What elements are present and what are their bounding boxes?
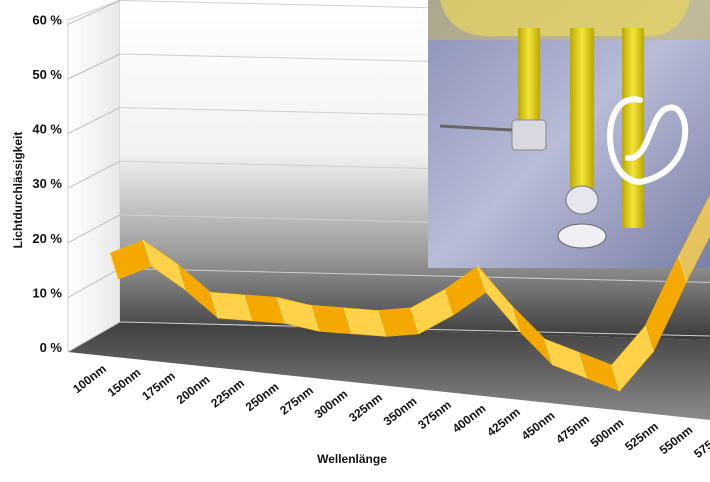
x-tick-label: 400nm	[450, 401, 489, 435]
data-point	[544, 338, 554, 366]
y-tick-label: 10 %	[32, 285, 62, 300]
data-point	[109, 253, 119, 280]
x-tick-label: 325nm	[346, 390, 385, 424]
y-tick-label: 0 %	[40, 340, 63, 355]
x-tick-label: 100nm	[70, 362, 109, 396]
y-tick-label: 20 %	[32, 231, 62, 246]
data-point	[510, 305, 520, 332]
device-photo	[428, 0, 710, 268]
y-tick-label: 50 %	[32, 67, 62, 82]
y-axis-ticks: 0 % 10 % 20 % 30 % 40 % 50 % 60 %	[32, 12, 62, 355]
data-point	[276, 297, 286, 324]
left-wall	[67, 0, 121, 353]
side-gridline	[67, 0, 121, 25]
y-tick-label: 30 %	[32, 176, 62, 191]
side-gridline	[67, 321, 121, 353]
side-gridline	[67, 107, 121, 135]
data-point	[644, 325, 654, 353]
data-point	[611, 364, 621, 392]
x-tick-label: 200nm	[174, 372, 213, 406]
x-tick-label: 525nm	[622, 419, 661, 453]
x-tick-label: 500nm	[588, 416, 627, 450]
y-axis-title: Lichtdurchlässigkeit	[11, 132, 25, 249]
x-tick-label: 375nm	[415, 398, 454, 432]
data-point	[410, 307, 420, 334]
x-tick-label: 550nm	[657, 423, 696, 457]
y-tick-label: 60 %	[32, 12, 62, 27]
x-tick-label: 225nm	[208, 376, 247, 410]
data-point	[209, 292, 219, 319]
data-point	[577, 351, 587, 379]
x-tick-label: 475nm	[553, 412, 592, 446]
data-point	[477, 266, 487, 293]
data-point	[142, 240, 152, 267]
x-tick-label: 300nm	[312, 387, 351, 421]
side-gridline	[67, 214, 121, 244]
side-gridline	[67, 53, 121, 80]
data-point	[443, 289, 453, 316]
x-tick-label: 575nm	[691, 426, 710, 460]
side-gridline	[67, 160, 121, 189]
x-tick-label: 175nm	[139, 369, 178, 403]
x-tick-label: 150nm	[105, 365, 144, 399]
data-point	[678, 255, 688, 282]
x-tick-label: 350nm	[381, 394, 420, 428]
side-gridline	[67, 267, 121, 298]
x-axis-title: Wellenlänge	[317, 452, 387, 466]
data-point	[243, 294, 253, 321]
data-point	[310, 305, 320, 332]
data-point	[343, 307, 353, 334]
data-point	[377, 310, 387, 337]
x-tick-label: 275nm	[277, 383, 316, 417]
gridline	[119, 267, 710, 283]
x-tick-label: 250nm	[243, 380, 282, 414]
series-ribbon	[109, 194, 710, 392]
x-tick-label: 450nm	[519, 408, 558, 442]
x-tick-label: 425nm	[484, 405, 523, 439]
data-point	[176, 263, 186, 290]
y-tick-label: 40 %	[32, 122, 62, 137]
